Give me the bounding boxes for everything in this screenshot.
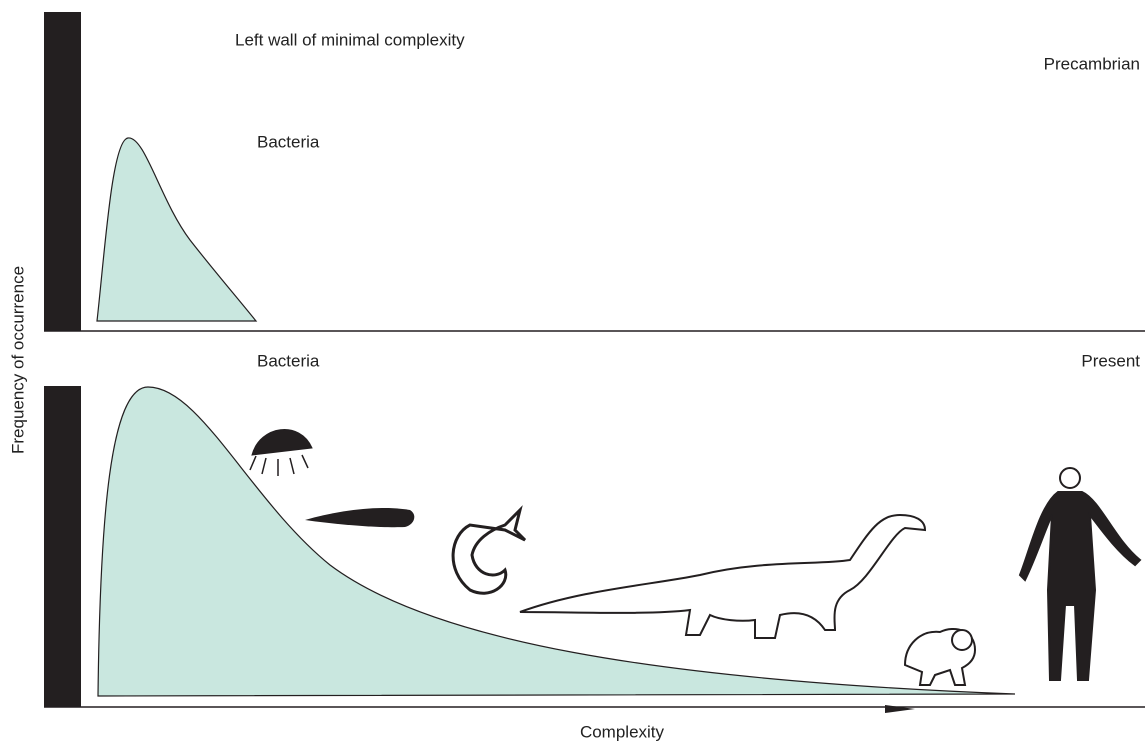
label: Bacteria	[257, 132, 320, 151]
x-axis-label: Complexity	[580, 722, 665, 741]
label: Precambrian	[1044, 54, 1140, 73]
direction-arrow	[885, 705, 915, 713]
human	[1018, 467, 1142, 681]
y-axis-label: Frequency of occurrence	[8, 266, 27, 454]
monkey	[903, 628, 977, 686]
jellyfish	[249, 429, 313, 476]
dinosaur	[519, 513, 927, 639]
label: Bacteria	[257, 351, 320, 370]
left-wall	[44, 386, 81, 707]
label: Left wall of minimal complexity	[235, 30, 465, 49]
distribution-curve	[96, 137, 258, 322]
left-wall	[44, 12, 81, 331]
distribution-curve	[97, 386, 1016, 697]
fish	[451, 505, 527, 595]
shell	[305, 508, 415, 528]
label: Present	[1081, 351, 1140, 370]
